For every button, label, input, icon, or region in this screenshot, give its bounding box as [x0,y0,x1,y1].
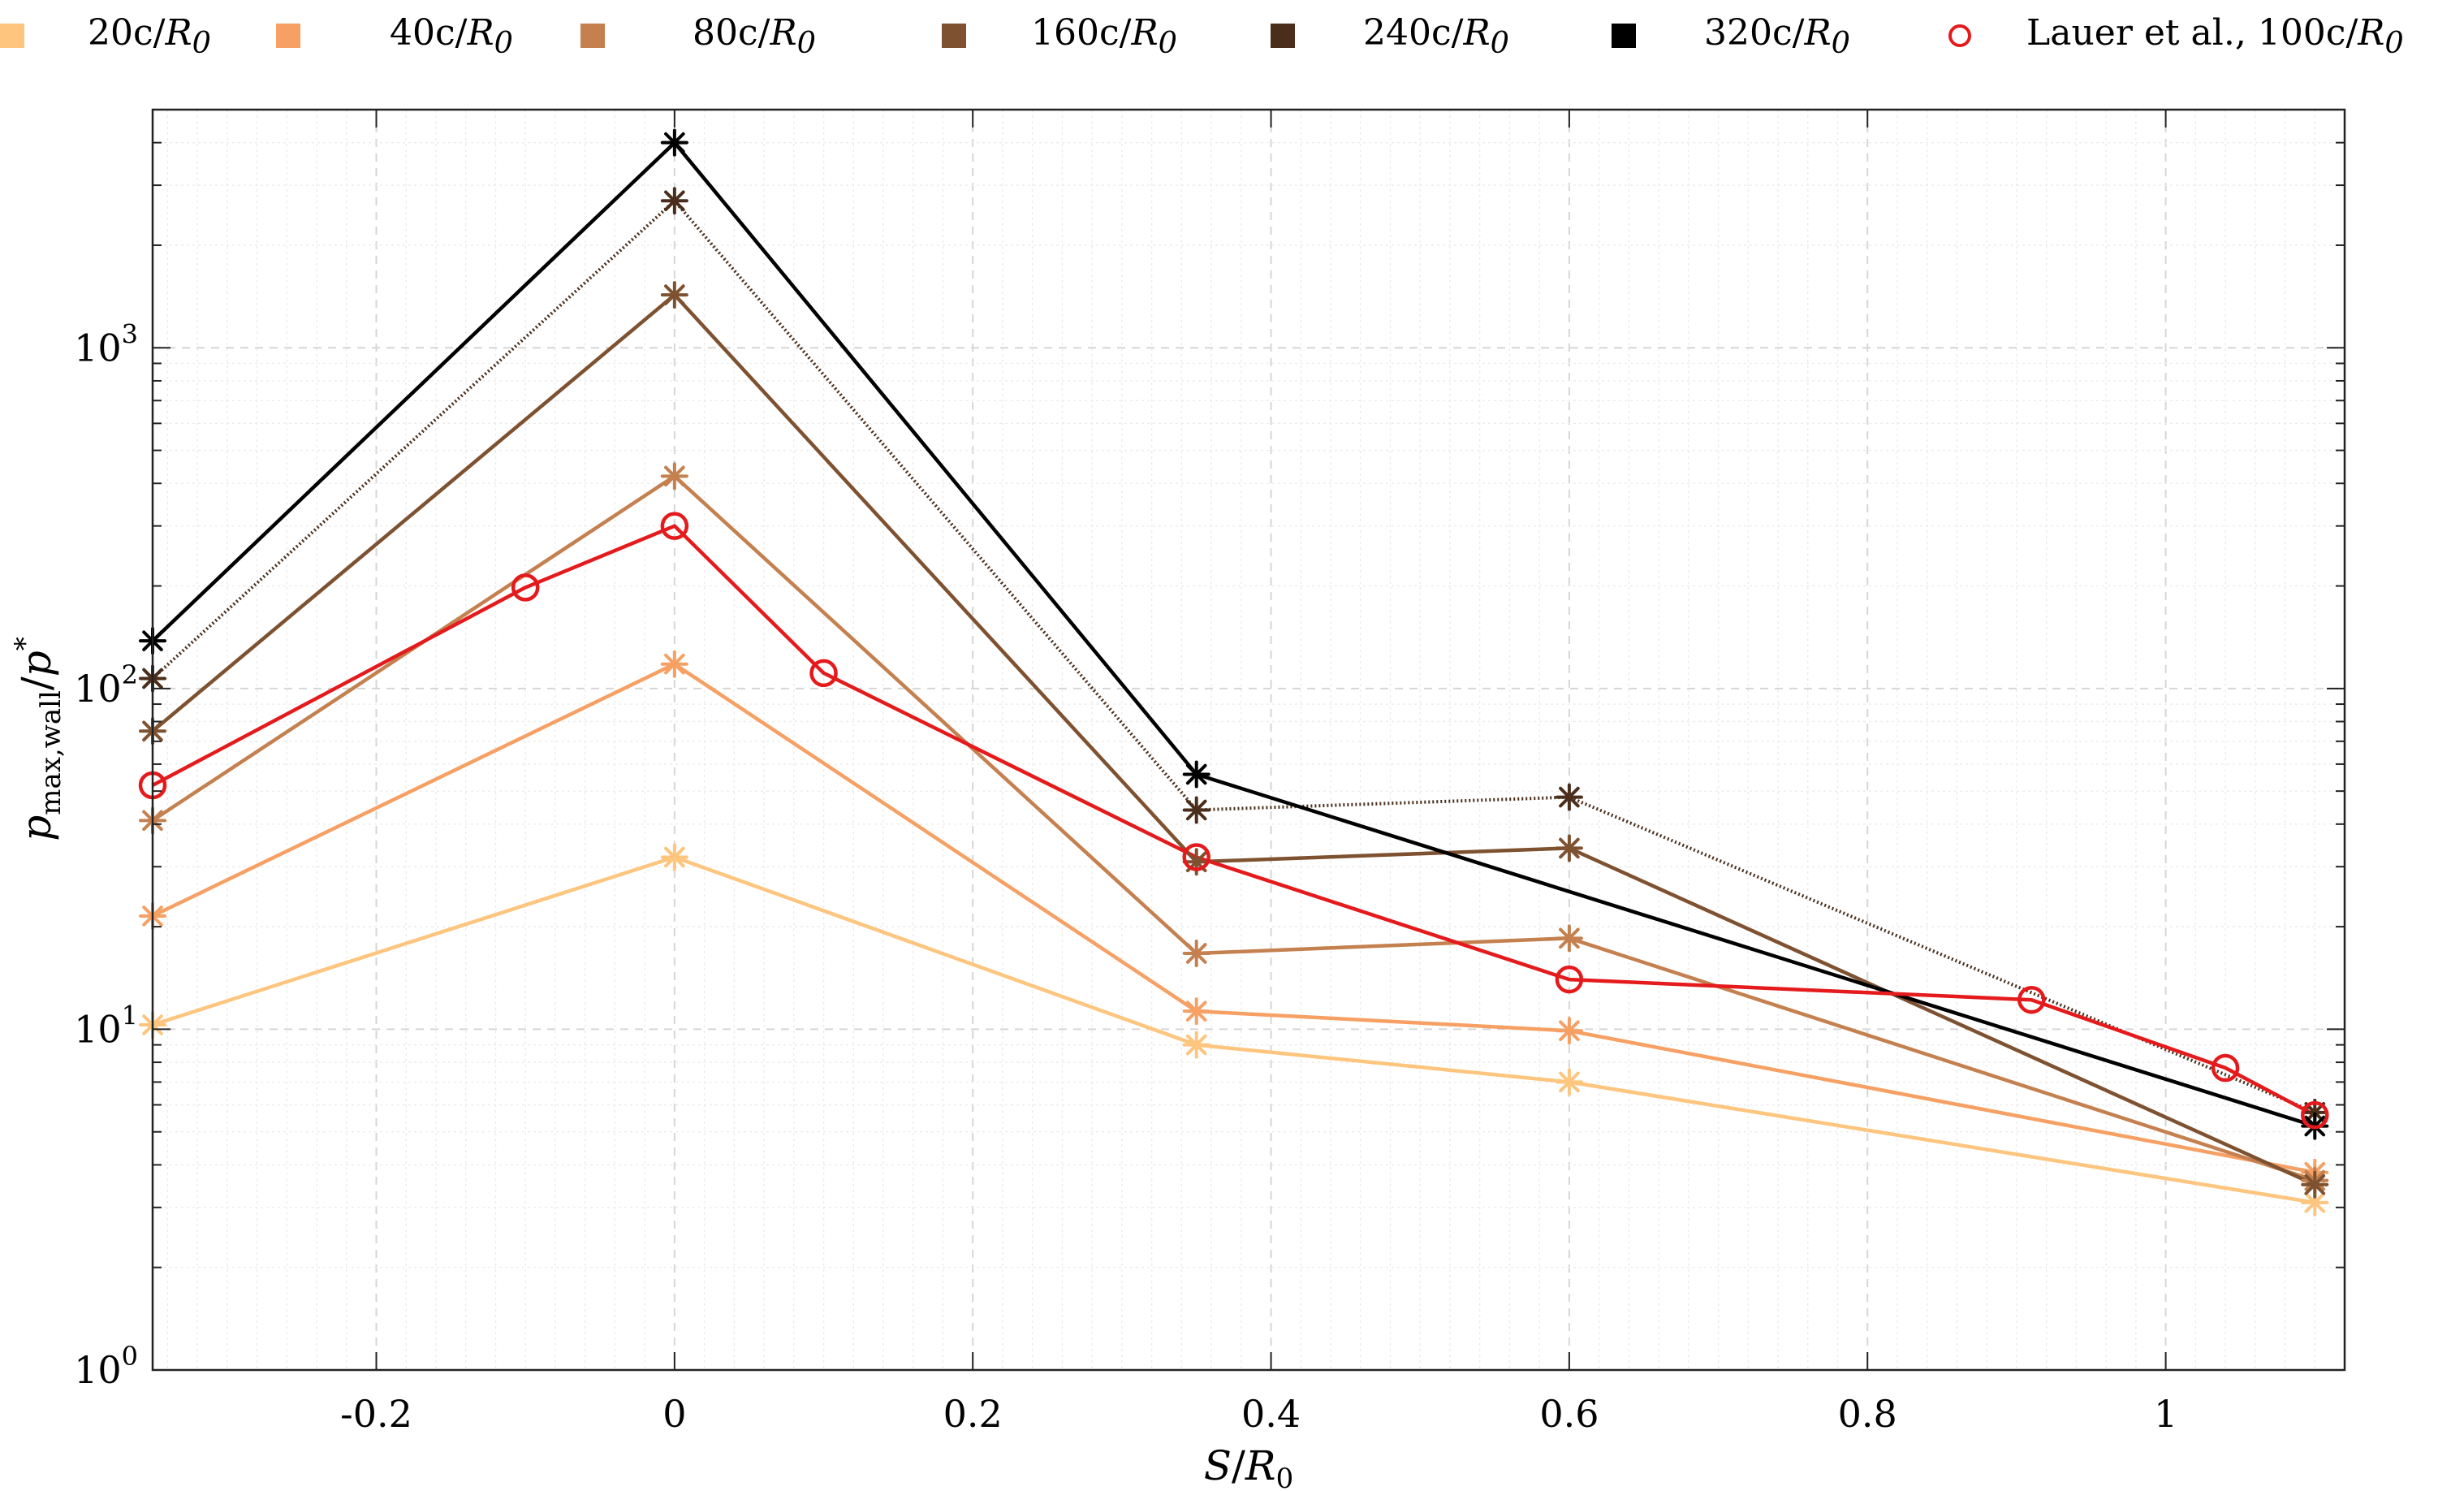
legend-label-80c: 80c/ [693,11,770,54]
point-4-2 [1182,796,1210,824]
point-6-2 [660,512,689,540]
x-tick-label: 1 [2154,1392,2177,1436]
point-6-4 [1182,843,1210,871]
series-line-4 [153,199,2316,1114]
legend-swatch-160c [942,24,966,48]
legend-swatch-320c [1612,24,1636,48]
point-3-4 [2301,1170,2329,1199]
y-tick-label: 101 [74,1000,138,1051]
point-0-3 [1555,1068,1583,1096]
point-4-1 [660,187,688,215]
x-tick-label: 0 [662,1392,686,1436]
legend-item-lauer[interactable]: Lauer et al., 100c/R0 [1948,11,2404,60]
series-line-5 [153,140,2315,1128]
legend-item-160c[interactable]: 160c/R0 [942,11,1177,60]
legend-label-320c: 320c/ [1704,11,1805,54]
legend-swatch-240c [1271,24,1295,48]
point-5-1 [660,128,688,157]
svg-text:pmax,wall/p*: pmax,wall/p* [9,637,67,841]
x-tick-label: 0.6 [1539,1392,1599,1436]
point-2-1 [660,462,688,491]
point-6-7 [2211,1053,2240,1083]
legend-item-80c[interactable]: 80c/R0 [580,11,816,60]
y-tick-label: 102 [74,659,138,711]
point-6-3 [809,659,838,688]
x-tick-label: 0.8 [1838,1392,1897,1436]
legend-item-40c[interactable]: 40c/R0 [276,11,513,60]
point-2-2 [1182,939,1210,967]
point-6-6 [2017,985,2046,1014]
legend-swatch-20c [0,24,24,48]
point-2-3 [1555,924,1583,953]
x-tick-labels: -0.2 0 0.2 0.4 0.6 0.8 1 [340,1392,2177,1436]
x-axis-label: S/R0 [1204,1442,1293,1491]
point-0-1 [660,843,688,871]
point-3-1 [660,281,688,309]
x-axis-label-s: S [1204,1442,1232,1489]
legend-label-20c: 20c/ [88,11,166,54]
series-group [153,140,2316,1205]
y-tick-label: 103 [74,318,138,370]
legend-swatch-80c [580,24,605,48]
legend-item-20c[interactable]: 20c/R0 [0,11,211,60]
legend-marker-lauer [1948,24,1971,47]
series-line-6 [153,524,2316,1117]
point-1-3 [1555,1017,1583,1045]
legend-label-lauer: Lauer et al., 100c/ [2026,11,2358,54]
markers-group [138,128,2329,1217]
legend-item-240c[interactable]: 240c/R0 [1271,11,1509,60]
grid [153,109,2345,1371]
point-1-2 [1182,997,1210,1026]
point-5-2 [1182,760,1210,789]
point-6-1 [511,573,540,602]
legend-label-240c: 240c/ [1363,11,1464,54]
axis-ticks [153,109,2345,1371]
point-4-3 [1555,783,1583,811]
series-line-3 [153,292,2316,1186]
legend-swatch-40c [276,24,300,48]
y-tick-labels: 100 101 102 103 [74,318,138,1392]
legend: 20c/R0 40c/R0 80c/R0 160c/R0 240c/R0 320… [0,0,2464,73]
series-line-1 [153,662,2315,1174]
legend-label-40c: 40c/ [390,11,468,54]
x-tick-label: 0.4 [1241,1392,1301,1436]
point-0-2 [1182,1031,1210,1059]
y-tick-label: 100 [74,1341,138,1392]
series-line-2 [153,474,2315,1182]
point-3-3 [1555,834,1583,862]
point-6-5 [1555,965,1584,994]
y-axis-label: pmax,wall/p* [9,637,67,841]
point-1-1 [660,650,688,678]
plot-frame [151,108,2346,1372]
legend-item-320c[interactable]: 320c/R0 [1612,11,1850,60]
x-tick-label: -0.2 [340,1392,412,1436]
point-6-8 [2301,1100,2329,1130]
x-tick-label: 0.2 [943,1392,1003,1436]
legend-label-160c: 160c/ [1031,11,1132,54]
